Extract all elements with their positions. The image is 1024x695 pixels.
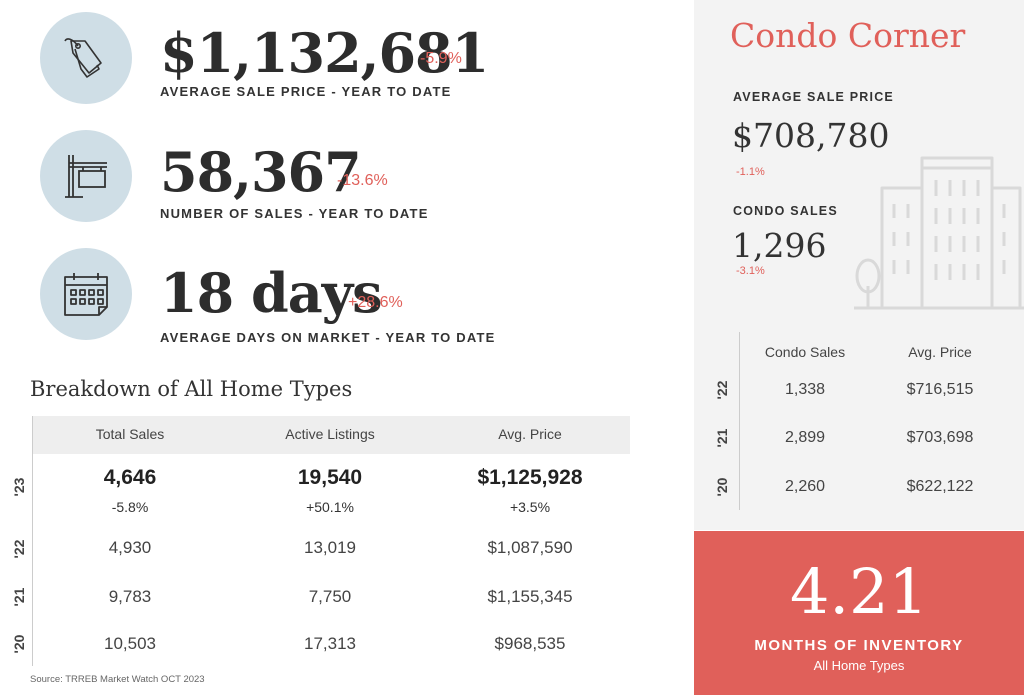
source-note: Source: TRREB Market Watch OCT 2023 (30, 674, 205, 685)
stat-number-of-sales: 58,367 -13.6% NUMBER OF SALES - YEAR TO … (40, 130, 680, 230)
row-year-label: '21 (11, 587, 27, 607)
condo-row-year-label: '20 (714, 477, 730, 497)
table-cell: 19,540 (297, 466, 363, 489)
table-cell: $1,087,590 (487, 538, 573, 557)
table-cell: 10,503 (104, 634, 156, 653)
stat-average-sale-price: $1,132,681 -5.9% AVERAGE SALE PRICE - YE… (40, 12, 680, 112)
inventory-sublabel: All Home Types (813, 658, 905, 673)
table-cell: 4,646 (103, 466, 157, 489)
table-cell: 17,313 (304, 634, 356, 653)
table-divider (32, 416, 33, 666)
condo-table-cell: 2,899 (784, 429, 826, 446)
table-cell: 13,019 (304, 538, 356, 557)
table-cell: 9,783 (108, 587, 152, 606)
condo-row-year-label: '22 (714, 380, 730, 400)
table-cell: 7,750 (308, 587, 352, 606)
stat-days-on-market: 18 days +28.6% AVERAGE DAYS ON MARKET - … (40, 248, 680, 348)
stat-label: AVERAGE DAYS ON MARKET - YEAR TO DATE (160, 330, 496, 345)
table-cell-change: +3.5% (509, 499, 551, 515)
stat-change: +28.6% (348, 294, 403, 311)
condo-avg-price-value: $708,780 (732, 116, 890, 155)
row-year-label: '20 (11, 634, 27, 654)
table-cell: 4,930 (108, 538, 152, 557)
row-year-label: '22 (11, 539, 27, 559)
stat-value: 58,367 (160, 140, 362, 204)
condo-column-header-avg-price: Avg. Price (908, 344, 972, 360)
stat-value: $1,132,681 (160, 21, 489, 85)
stat-change: -13.6% (337, 172, 388, 189)
condo-table-cell: $703,698 (906, 429, 974, 446)
condo-row-year-label: '21 (714, 428, 730, 448)
breakdown-table-header (32, 416, 630, 454)
stat-label: NUMBER OF SALES - YEAR TO DATE (160, 206, 429, 221)
stat-label: AVERAGE SALE PRICE - YEAR TO DATE (160, 84, 452, 99)
stat-value: 18 days (160, 261, 382, 325)
condo-building-icon (854, 156, 1024, 310)
row-year-label: '23 (11, 477, 27, 497)
condo-avg-price-label: AVERAGE SALE PRICE (733, 90, 894, 104)
column-header-avg-price: Avg. Price (498, 426, 562, 442)
breakdown-title: Breakdown of All Home Types (30, 377, 353, 401)
stat-icon-circle (40, 12, 132, 104)
stat-icon-circle (40, 130, 132, 222)
condo-table-cell: 1,338 (784, 381, 826, 398)
condo-avg-price-change: -1.1% (736, 166, 765, 178)
stat-icon-circle (40, 248, 132, 340)
price-tag-icon (64, 38, 102, 78)
column-header-active-listings: Active Listings (285, 426, 375, 442)
condo-table-cell: $716,515 (906, 381, 974, 398)
condo-column-header-sales: Condo Sales (764, 344, 846, 360)
table-cell: $1,155,345 (487, 587, 573, 606)
column-header-total-sales: Total Sales (95, 426, 165, 442)
for-sale-sign-icon (65, 155, 107, 198)
condo-table-cell: 2,260 (784, 478, 826, 495)
table-cell-change: -5.8% (111, 499, 149, 515)
months-of-inventory-panel: 4.21 MONTHS OF INVENTORY All Home Types (694, 531, 1024, 695)
inventory-value: 4.21 (789, 555, 929, 628)
condo-table-cell: $622,122 (906, 478, 974, 495)
table-cell: $968,535 (494, 634, 566, 653)
condo-corner-title: Condo Corner (730, 16, 966, 55)
table-cell-change: +50.1% (306, 499, 354, 515)
condo-sales-value: 1,296 (732, 226, 827, 265)
stat-change: -5.9% (420, 50, 462, 67)
condo-table-divider (739, 332, 740, 510)
table-cell: $1,125,928 (477, 466, 583, 489)
condo-sales-label: CONDO SALES (733, 204, 838, 218)
inventory-label: MONTHS OF INVENTORY (754, 637, 964, 654)
condo-sales-change: -3.1% (736, 265, 765, 277)
calendar-icon (64, 273, 108, 316)
